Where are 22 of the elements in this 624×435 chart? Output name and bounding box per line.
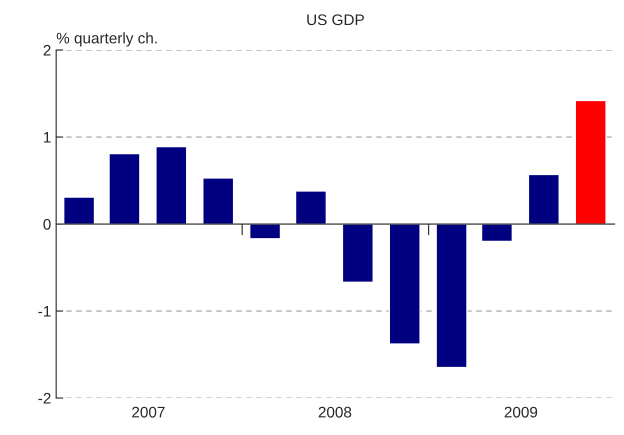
x-tick-label: 2009 (504, 406, 538, 418)
bar (62, 196, 96, 225)
y-tick-label: 1 (44, 132, 51, 143)
x-tick-label: 2008 (318, 406, 352, 418)
bar (108, 152, 141, 225)
chart-title: US GDP (307, 14, 364, 26)
y-axis-title: % quarterly ch. (56, 32, 157, 47)
bar (574, 100, 607, 225)
x-tick-label: 2007 (132, 406, 165, 418)
bar (388, 223, 421, 345)
bar (294, 190, 328, 225)
y-tick-label: -2 (38, 392, 51, 404)
y-tick-label: -1 (38, 306, 51, 317)
bar (248, 223, 282, 240)
bar (155, 146, 188, 225)
bar (342, 223, 374, 284)
bar (480, 223, 514, 242)
y-tick-label: 0 (43, 218, 51, 230)
bar (435, 223, 468, 368)
y-tick-label: 2 (44, 44, 51, 56)
bar (528, 174, 560, 225)
bar (202, 177, 234, 225)
